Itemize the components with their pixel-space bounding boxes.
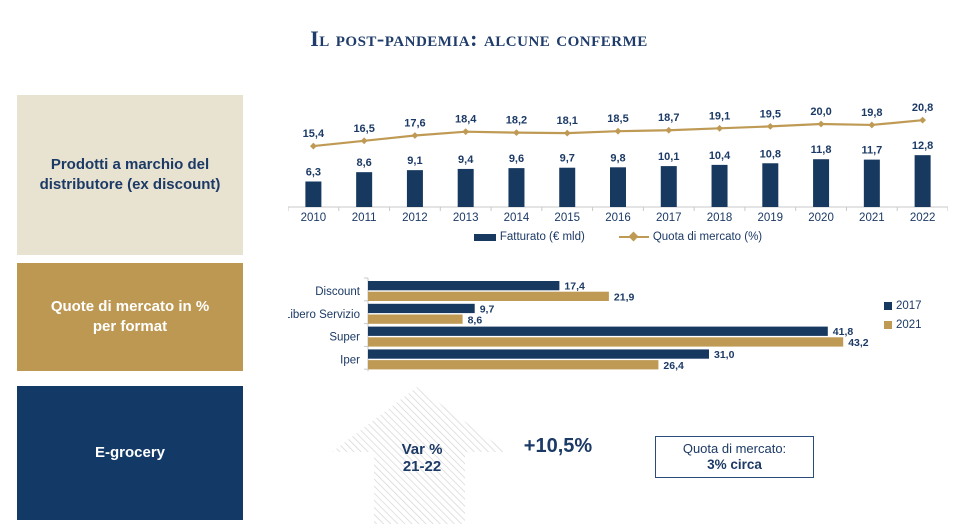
svg-text:2010: 2010 bbox=[301, 212, 327, 224]
legend-item-2017: 2017 bbox=[884, 300, 922, 312]
market-share-note-box: Quota di mercato: 3% circa bbox=[655, 436, 814, 478]
legend-item-fatturato: Fatturato (€ mld) bbox=[473, 231, 585, 243]
svg-text:18,5: 18,5 bbox=[607, 113, 628, 125]
svg-text:2016: 2016 bbox=[605, 212, 631, 224]
svg-text:17,6: 17,6 bbox=[404, 118, 425, 130]
svg-text:16,5: 16,5 bbox=[353, 123, 374, 135]
sidebar-card-market-share-format-text: Quote di mercato in % per format bbox=[50, 298, 210, 335]
svg-text:20,0: 20,0 bbox=[810, 106, 831, 118]
svg-text:18,7: 18,7 bbox=[658, 112, 679, 124]
svg-text:2017: 2017 bbox=[656, 212, 682, 224]
svg-text:19,5: 19,5 bbox=[760, 108, 781, 120]
svg-text:Libero Servizio: Libero Servizio bbox=[288, 309, 360, 321]
svg-text:10,8: 10,8 bbox=[760, 148, 781, 160]
svg-text:2012: 2012 bbox=[402, 212, 428, 224]
svg-text:11,7: 11,7 bbox=[861, 145, 882, 157]
sidebar-card-market-share-format: Quote di mercato in % per format bbox=[17, 263, 243, 371]
legend-label-2017: 2017 bbox=[896, 300, 922, 312]
svg-text:31,0: 31,0 bbox=[714, 349, 735, 361]
sidebar-card-e-grocery: E-grocery bbox=[17, 386, 243, 520]
svg-text:41,8: 41,8 bbox=[833, 326, 854, 338]
growth-arrow bbox=[330, 386, 510, 524]
sidebar-card-private-label-text: Prodotti a marchio del distributore (ex … bbox=[39, 156, 221, 193]
svg-text:9,7: 9,7 bbox=[480, 303, 495, 315]
legend-label-quota: Quota di mercato (%) bbox=[652, 231, 763, 243]
svg-text:8,6: 8,6 bbox=[468, 314, 483, 326]
svg-text:Discount: Discount bbox=[315, 286, 361, 298]
svg-text:2021: 2021 bbox=[859, 212, 885, 224]
svg-text:Iper: Iper bbox=[340, 354, 360, 366]
svg-text:15,4: 15,4 bbox=[303, 128, 325, 140]
format-share-bar-chart: Discount 17,4 21,9 Libero Servizio 9,78,6 Sup… bbox=[288, 277, 869, 372]
svg-text:11,8: 11,8 bbox=[811, 144, 832, 156]
svg-text:43,2: 43,2 bbox=[848, 337, 869, 349]
svg-text:9,7: 9,7 bbox=[560, 153, 575, 165]
svg-text:2022: 2022 bbox=[910, 212, 936, 224]
svg-text:2019: 2019 bbox=[758, 212, 784, 224]
legend-item-quota: Quota di mercato (%) bbox=[618, 231, 763, 243]
svg-text:10,1: 10,1 bbox=[658, 151, 679, 163]
svg-text:6,3: 6,3 bbox=[306, 166, 321, 178]
svg-text:19,8: 19,8 bbox=[861, 107, 882, 119]
svg-text:18,4: 18,4 bbox=[455, 114, 477, 126]
svg-text:18,2: 18,2 bbox=[506, 115, 527, 127]
svg-text:9,6: 9,6 bbox=[509, 153, 524, 165]
note-line1: Quota di mercato: bbox=[682, 441, 787, 456]
sidebar-card-e-grocery-text: E-grocery bbox=[94, 444, 166, 461]
svg-text:9,1: 9,1 bbox=[407, 155, 422, 167]
up-arrow-icon bbox=[332, 387, 507, 524]
svg-text:8,6: 8,6 bbox=[357, 157, 372, 169]
svg-text:9,4: 9,4 bbox=[458, 154, 474, 166]
svg-text:26,4: 26,4 bbox=[663, 360, 684, 372]
svg-text:21,9: 21,9 bbox=[614, 292, 635, 304]
svg-text:10,4: 10,4 bbox=[709, 150, 731, 162]
sidebar-card-private-label: Prodotti a marchio del distributore (ex … bbox=[17, 95, 243, 255]
svg-text:2013: 2013 bbox=[453, 212, 479, 224]
line-marker-swatch-icon bbox=[618, 231, 649, 242]
legend-label-2021: 2021 bbox=[896, 319, 922, 331]
arrow-label: Var % 21-22 bbox=[401, 441, 443, 475]
format-share-legend: 2017 2021 bbox=[884, 300, 922, 338]
combo-chart-legend: Fatturato (€ mld) Quota di mercato (%) bbox=[288, 231, 948, 243]
growth-value: +10,5% bbox=[523, 435, 593, 457]
svg-text:2020: 2020 bbox=[808, 212, 834, 224]
svg-text:12,8: 12,8 bbox=[912, 140, 933, 152]
svg-text:2014: 2014 bbox=[504, 212, 530, 224]
page-title: Il post-pandemia: alcune conferme bbox=[310, 26, 648, 51]
legend-label-fatturato: Fatturato (€ mld) bbox=[499, 231, 585, 243]
svg-text:19,1: 19,1 bbox=[709, 110, 730, 122]
square-swatch-2017-icon bbox=[884, 302, 892, 310]
svg-text:20,8: 20,8 bbox=[912, 102, 933, 114]
svg-text:Super: Super bbox=[329, 332, 360, 344]
svg-text:2018: 2018 bbox=[707, 212, 733, 224]
square-swatch-2021-icon bbox=[884, 321, 892, 329]
svg-text:18,1: 18,1 bbox=[557, 115, 578, 127]
bar-swatch-icon bbox=[473, 233, 496, 241]
note-line2: 3% circa bbox=[707, 457, 762, 472]
legend-item-2021: 2021 bbox=[884, 319, 922, 331]
svg-text:17,4: 17,4 bbox=[564, 281, 585, 293]
svg-text:9,8: 9,8 bbox=[610, 152, 625, 164]
svg-text:2011: 2011 bbox=[352, 212, 377, 224]
private-label-combo-chart: 6,3 15,4 2010 8,6 16,5 2011 9,1 17,6 2012 9,4 18,4… bbox=[288, 102, 948, 224]
svg-text:2015: 2015 bbox=[554, 212, 580, 224]
